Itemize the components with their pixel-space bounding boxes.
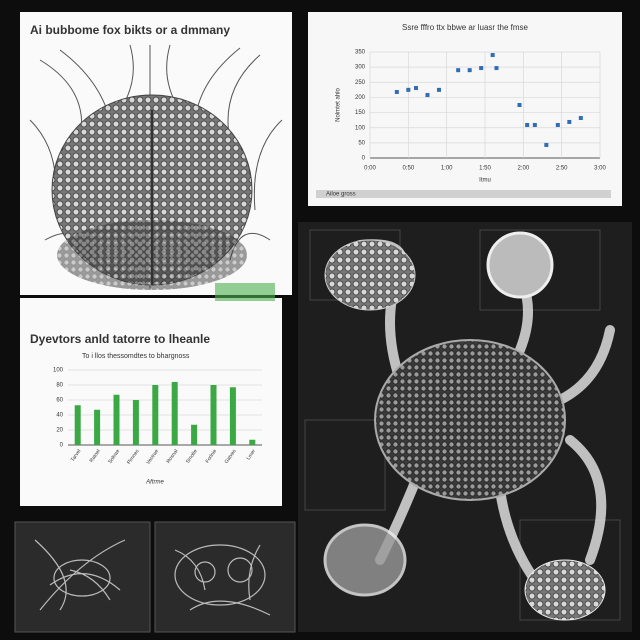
bar — [171, 382, 178, 445]
scatter-panel — [308, 12, 622, 206]
illustration-panel: Ai bubbome fox bikts or a dmmany — [20, 12, 292, 295]
y-tick-label: 20 — [56, 428, 63, 434]
scatter-point — [544, 142, 549, 147]
thumbnails — [14, 521, 296, 633]
scatter-point — [517, 103, 522, 107]
chart-title: Ssre fffro ttx bbwe ar luasr the fmse — [402, 23, 529, 32]
scatter-point — [406, 87, 411, 92]
y-tick-label: 40 — [56, 413, 63, 419]
x-tick-label: 2:00 — [517, 166, 529, 172]
bar — [113, 394, 120, 445]
scatter-point — [467, 68, 472, 73]
scatter-point — [494, 66, 499, 71]
x-axis-label: Itmu — [479, 178, 491, 184]
x-tick-label: 3:00 — [594, 166, 606, 172]
bar — [229, 387, 236, 445]
scatter-point — [425, 93, 430, 98]
scatter-point — [532, 122, 537, 127]
y-tick-label: 350 — [355, 50, 366, 56]
y-tick-label: 150 — [355, 110, 366, 116]
y-tick-label: 0 — [362, 156, 366, 162]
bar — [132, 400, 139, 445]
x-tick-label: Lmer — [246, 448, 258, 461]
y-tick-label: 200 — [355, 95, 366, 101]
bar — [191, 424, 198, 445]
illustration-title: Ai bubbome fox bikts or a dmmany — [30, 23, 230, 37]
scatter-point — [394, 89, 399, 94]
scatter-point — [578, 116, 583, 121]
bar-panel — [20, 283, 282, 506]
x-tick-label: 2:50 — [556, 166, 568, 172]
bar — [152, 385, 159, 445]
y-tick-label: 0 — [60, 443, 64, 449]
y-axis-label: Nolmtet ahlo — [336, 87, 342, 121]
x-axis-label: Aftrme — [145, 480, 164, 486]
y-tick-label: 80 — [56, 383, 63, 389]
scatter-point — [490, 53, 495, 58]
x-tick-label: 1:50 — [479, 166, 491, 172]
chart-title: Dyevtors anld tatorre to lheanle — [30, 332, 210, 346]
x-tick-label: 0:00 — [364, 166, 376, 172]
scatter-point — [479, 66, 484, 71]
crab-image — [298, 222, 632, 632]
y-tick-label: 300 — [355, 65, 366, 71]
y-tick-label: 100 — [53, 368, 64, 374]
x-tick-label: 0:50 — [402, 166, 414, 172]
x-tick-label: 1:00 — [441, 166, 453, 172]
y-tick-label: 50 — [358, 140, 365, 146]
bar — [94, 409, 101, 445]
chart-subtitle: To i llos thessomdtes to bhargnoss — [82, 353, 190, 360]
scatter-point — [456, 68, 461, 73]
scatter-point — [555, 122, 560, 127]
scatter-point — [567, 119, 572, 124]
scatter-point — [525, 122, 530, 127]
y-tick-label: 100 — [355, 125, 366, 131]
y-tick-label: 250 — [355, 80, 366, 86]
footer-label: Ailoe gross — [326, 192, 356, 198]
bar — [249, 439, 256, 445]
bar — [210, 385, 217, 445]
scatter-point — [437, 87, 441, 92]
scatter-point — [414, 86, 418, 91]
bar — [74, 405, 81, 445]
y-tick-label: 60 — [56, 398, 63, 404]
